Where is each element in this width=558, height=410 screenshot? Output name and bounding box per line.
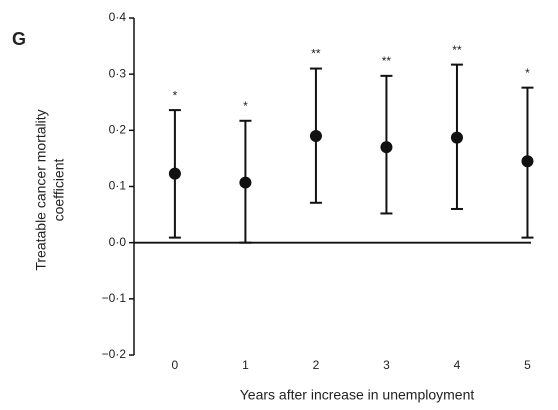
point [239, 176, 252, 189]
point [380, 141, 393, 154]
x-tick-label: 5 [524, 358, 531, 372]
panel-label: G [12, 29, 26, 49]
x-tick-label: 4 [454, 358, 461, 372]
y-tick-label: 0·0 [109, 235, 127, 249]
x-tick-label: 1 [242, 358, 249, 372]
y-axis-label: coefficient [51, 158, 67, 221]
x-axis-label: Years after increase in unemployment [240, 387, 475, 403]
point [450, 131, 463, 144]
significance-label: ** [382, 54, 392, 68]
y-tick-label: 0·1 [109, 179, 127, 193]
x-tick-label: 0 [172, 358, 179, 372]
point [521, 155, 534, 168]
significance-label: * [173, 88, 178, 102]
significance-label: * [525, 66, 530, 80]
x-tick-label: 2 [313, 358, 320, 372]
y-tick-label: −0·1 [102, 291, 127, 305]
significance-label: * [243, 99, 248, 113]
y-tick-label: 0·3 [109, 66, 127, 80]
y-tick-label: 0·2 [109, 123, 127, 137]
y-axis-label: Treatable cancer mortality [33, 109, 49, 270]
point [309, 129, 322, 142]
x-tick-label: 3 [383, 358, 390, 372]
y-tick-label: −0·2 [102, 347, 127, 361]
significance-label: ** [311, 47, 321, 61]
y-tick-label: 0·4 [109, 10, 127, 24]
point [168, 167, 181, 180]
significance-label: ** [452, 43, 462, 57]
